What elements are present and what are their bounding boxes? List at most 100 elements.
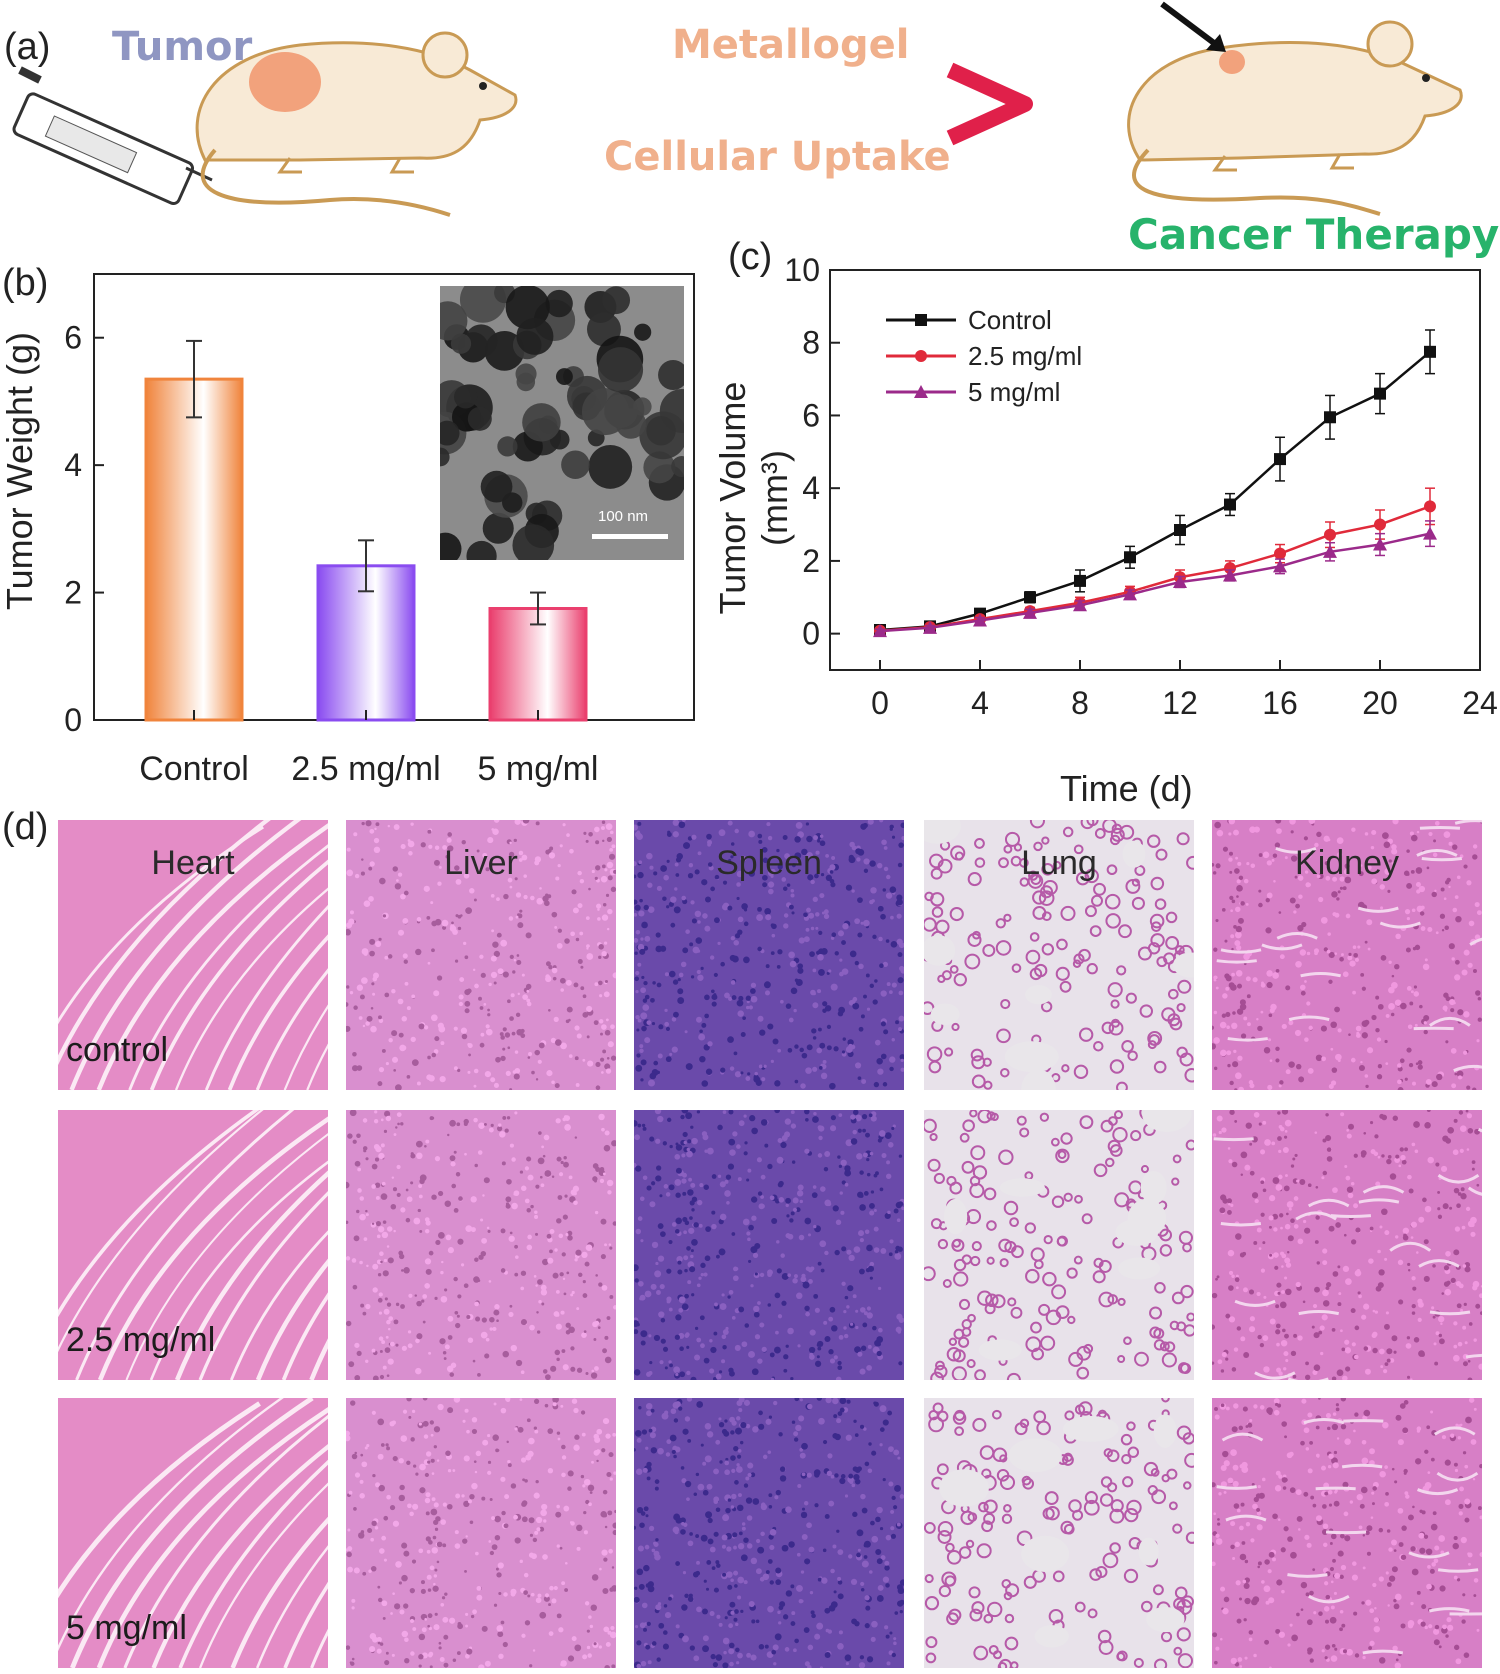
- data-point-2: [1173, 575, 1187, 588]
- data-point-0: [1024, 591, 1036, 604]
- data-point-0: [1074, 574, 1086, 587]
- y-tick-label: 8: [802, 325, 820, 361]
- tem-particle: [602, 286, 631, 315]
- tem-particle: [515, 363, 537, 385]
- data-point-2: [1273, 559, 1287, 573]
- data-point-2: [973, 613, 987, 627]
- process-arrow: [598, 62, 1033, 146]
- tumor-label: Tumor: [112, 24, 253, 70]
- x-tick-label: 8: [1071, 685, 1089, 721]
- x-tick-label: 20: [1362, 685, 1398, 721]
- group-label: 2.5 mg/ml: [66, 1321, 216, 1359]
- tem-particle: [561, 450, 590, 479]
- histology-tile-liver: [346, 1398, 616, 1668]
- data-point-2: [1223, 568, 1237, 582]
- data-point-0: [1224, 498, 1236, 511]
- cellular-uptake-label: Cellular Uptake: [604, 134, 951, 180]
- tem-particle: [454, 385, 478, 409]
- y-tick-label: 2: [64, 575, 82, 611]
- panel-a-label: (a): [4, 26, 51, 68]
- tumor-weight-bar-chart: 0 2 4 6 Control 2.5 mg/ml 5 mg/ml: [64, 273, 695, 788]
- data-point-2: [1323, 544, 1337, 558]
- x-tick-label: 24: [1462, 685, 1498, 721]
- tem-particle: [639, 411, 684, 460]
- x-tick-label: 12: [1162, 685, 1198, 721]
- tem-particle: [480, 470, 513, 503]
- tem-inset-image: 100 nm: [440, 286, 684, 560]
- tissue-texture: [58, 1398, 328, 1668]
- tissue-texture: [346, 820, 616, 1090]
- scale-bar: [592, 534, 668, 539]
- data-point-2: [873, 624, 887, 638]
- y-tick-label: 4: [64, 447, 82, 483]
- legend-label-2: 5 mg/ml: [968, 377, 1060, 407]
- data-point-2: [1023, 605, 1037, 619]
- panel-b-label: (b): [2, 262, 49, 304]
- histology-tile-kidney: [1212, 1110, 1482, 1380]
- tem-particle: [588, 445, 633, 489]
- histology-tile-spleen: [634, 1398, 904, 1668]
- tem-particle: [512, 524, 555, 560]
- tissue-texture: [924, 1110, 1194, 1380]
- tem-particle: [598, 347, 644, 393]
- tissue-texture: [634, 820, 904, 1090]
- legend-marker-0: [915, 314, 927, 326]
- tem-particle: [658, 360, 684, 391]
- scale-bar-label: 100 nm: [598, 508, 649, 525]
- tissue-texture: [346, 1398, 616, 1668]
- data-point-0: [1174, 524, 1186, 536]
- y-tick-label: 4: [802, 470, 820, 506]
- histology-tile-heart: 5 mg/ml: [58, 1398, 328, 1668]
- x-tick-label: 16: [1262, 685, 1298, 721]
- data-point-0: [1424, 345, 1436, 358]
- x-category-label: 5 mg/ml: [478, 750, 599, 788]
- tem-particle: [450, 333, 472, 354]
- data-point-1: [1324, 528, 1336, 541]
- data-point-1: [1374, 518, 1386, 531]
- y-tick-label: 0: [64, 702, 82, 738]
- tissue-texture: [58, 1110, 328, 1380]
- x-category-label: Control: [139, 750, 249, 788]
- tem-particles: [440, 286, 684, 560]
- pointer-arrow-icon: [1160, 1, 1226, 52]
- histology-grid: Heart control Liver Spleen Lung Kidney 2.5 mg/…: [58, 820, 1488, 1670]
- tem-particle: [440, 301, 468, 341]
- y-tick-label: 6: [64, 320, 82, 356]
- legend-label-1: 2.5 mg/ml: [968, 341, 1082, 371]
- tissue-texture: [924, 820, 1194, 1090]
- panel-b-ylabel: Tumor Weight (g): [0, 331, 40, 611]
- tem-particle: [555, 368, 573, 386]
- metallogel-label: Metallogel: [672, 22, 910, 68]
- treated-mouse-icon: [1127, 20, 1463, 216]
- data-point-0: [1324, 411, 1336, 424]
- tem-particle: [440, 420, 460, 446]
- organ-label-spleen: Spleen: [716, 844, 822, 882]
- organ-label-heart: Heart: [151, 844, 235, 882]
- x-category-label: 2.5 mg/ml: [291, 750, 440, 788]
- data-point-1: [1274, 547, 1286, 560]
- tissue-texture: [634, 1398, 904, 1668]
- y-tick-label: 10: [784, 252, 820, 288]
- histology-tile-kidney: [1212, 1398, 1482, 1668]
- data-point-1: [1424, 500, 1436, 513]
- tissue-texture: [1212, 820, 1482, 1090]
- legend-label-0: Control: [968, 305, 1052, 335]
- histology-tile-heart: 2.5 mg/ml: [58, 1110, 328, 1380]
- data-point-2: [1373, 537, 1387, 551]
- group-label: 5 mg/ml: [66, 1609, 187, 1647]
- series-line-0: [879, 350, 1431, 632]
- x-tick-label: 4: [971, 685, 989, 721]
- data-point-2: [1423, 526, 1437, 540]
- bar-2: [488, 607, 588, 722]
- histology-tile-heart: Heart control: [58, 820, 328, 1090]
- histology-tile-spleen: Spleen: [634, 820, 904, 1090]
- organ-label-liver: Liver: [444, 844, 518, 882]
- tem-particle: [545, 289, 573, 318]
- tissue-texture: [634, 1110, 904, 1380]
- series-line-2: [879, 532, 1431, 633]
- mouse-with-tumor-icon: [195, 31, 518, 217]
- y-tick-label: 2: [802, 543, 820, 579]
- data-point-1: [1224, 562, 1236, 575]
- cancer-therapy-label: Cancer Therapy: [1128, 210, 1500, 259]
- tem-particle: [671, 456, 684, 477]
